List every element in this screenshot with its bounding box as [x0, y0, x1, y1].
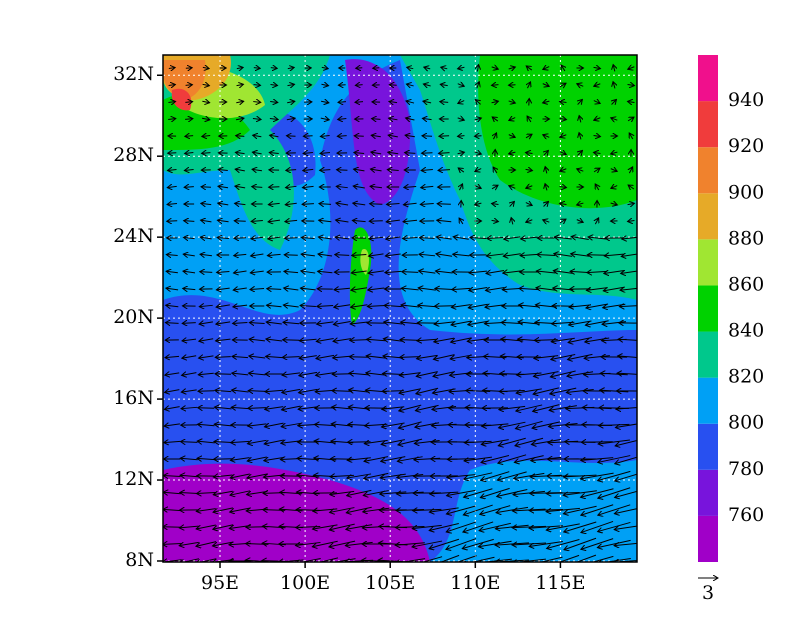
wind-vector [355, 102, 363, 103]
wind-vector [198, 408, 215, 409]
colorbar-segment [698, 424, 718, 470]
lat-tick-label: 8N [125, 549, 154, 571]
lat-tick-label: 20N [113, 306, 154, 328]
wind-vector [320, 170, 331, 171]
colorbar-segment [698, 239, 718, 285]
wind-vector [200, 272, 212, 273]
lon-tick-label: 115E [535, 572, 585, 594]
lon-tick-label: 105E [365, 572, 415, 594]
colorbar-segment [698, 101, 718, 147]
lat-tick-label: 24N [113, 225, 154, 247]
wind-vector [184, 221, 195, 222]
colorbar-segment [698, 378, 718, 424]
colorbar-segment [698, 332, 718, 378]
wind-vector [437, 204, 451, 205]
wind-vector [283, 340, 300, 341]
reference-vector-label: 3 [702, 582, 714, 604]
contour-field [163, 55, 637, 562]
wind-vector [186, 85, 193, 86]
lat-tick-label: 32N [113, 63, 154, 85]
colorbar-segment [698, 193, 718, 239]
colorbar-label: 940 [728, 89, 764, 111]
wind-vector [373, 68, 380, 69]
wind-vector [587, 255, 606, 256]
wind-vector [296, 510, 320, 511]
wind-vector [337, 170, 348, 171]
wind-vector [419, 238, 434, 239]
lat-tick-label: 28N [113, 144, 154, 166]
wind-vector [269, 187, 280, 188]
colorbar-segment [698, 516, 718, 562]
wind-vector [267, 289, 281, 290]
wind-vector [330, 459, 353, 460]
wind-vector [185, 102, 192, 103]
wind-vector [356, 68, 363, 69]
colorbar-label: 800 [728, 412, 764, 434]
colorbar-segment [698, 470, 718, 516]
wind-vector [186, 68, 192, 69]
wind-vector [382, 391, 404, 392]
lon-tick-label: 95E [201, 572, 239, 594]
colorbar-segment [698, 55, 718, 101]
wind-vector [302, 204, 314, 205]
wind-vector [168, 153, 177, 154]
colorbar-segment [698, 285, 718, 331]
colorbar-label: 860 [728, 273, 764, 295]
wind-vector [439, 136, 449, 137]
colorbar-label: 900 [728, 181, 764, 203]
lat-tick-label: 12N [113, 468, 154, 490]
wind-vector [447, 459, 475, 460]
lon-tick-label: 100E [280, 572, 330, 594]
wind-vector [370, 204, 383, 205]
wind-vector [349, 357, 368, 358]
wind-vector [534, 340, 557, 341]
wind-vector [337, 136, 346, 137]
colorbar-label: 820 [728, 366, 764, 388]
wind-vector [286, 136, 295, 137]
wind-vector [167, 221, 177, 222]
colorbar-segment [698, 147, 718, 193]
wind-vector [248, 408, 266, 409]
wind-vector [303, 136, 312, 137]
wind-vector [285, 238, 298, 239]
colorbar-label: 840 [728, 320, 764, 342]
wind-vector [389, 85, 396, 86]
colorbar-label: 780 [728, 458, 764, 480]
colorbar-label: 920 [728, 135, 764, 157]
wind-vector [435, 306, 454, 307]
lon-tick-label: 110E [450, 572, 500, 594]
colorbar-label: 760 [728, 504, 764, 526]
lat-tick-label: 16N [113, 387, 154, 409]
colorbar-label: 880 [728, 227, 764, 249]
wind-vector [184, 187, 194, 188]
